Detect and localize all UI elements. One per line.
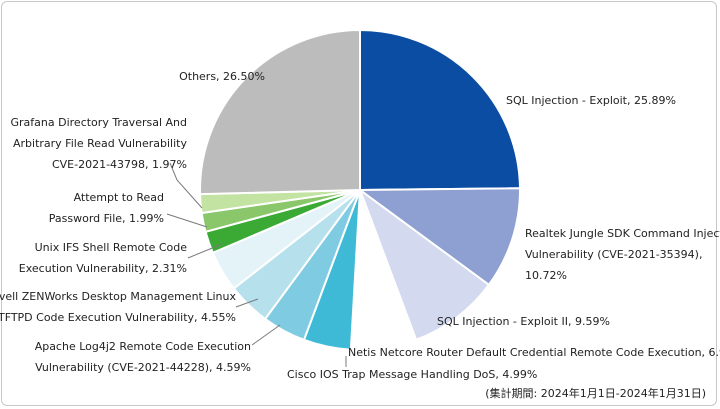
- slice-label-line: Password File, 1.99%: [49, 212, 164, 225]
- slice-label-line: Apache Log4j2 Remote Code Execution: [35, 340, 251, 353]
- slice-label-5: Cisco IOS Trap Message Handling DoS, 4.9…: [287, 368, 537, 381]
- slice-label-line: Arbitrary File Read Vulnerability: [13, 137, 188, 150]
- slice-label-line: Grafana Directory Traversal And: [11, 116, 187, 129]
- slice-label-line: 10.72%: [525, 269, 567, 282]
- leader-line-6: [251, 324, 281, 346]
- leader-line-7: [235, 298, 259, 308]
- period-note: (集計期間: 2024年1月1日-2024年1月31日): [485, 386, 706, 400]
- slice-label-7: Novell ZENWorks Desktop Management Linux…: [0, 290, 236, 324]
- leader-line-11: [169, 162, 203, 209]
- slice-label-12: Others, 26.50%: [179, 70, 265, 83]
- slice-label-6: Apache Log4j2 Remote Code Execution Vulne…: [35, 340, 251, 374]
- slice-label-line: Vulnerability (CVE-2021-44228), 4.59%: [35, 361, 251, 374]
- slice-label-2: Realtek Jungle SDK Command Injection Vuln…: [525, 227, 720, 282]
- slice-label-line: Attempt to Read: [74, 191, 164, 204]
- slice-label-line: SQL Injection - Exploit II, 9.59%: [437, 315, 610, 328]
- slice-label-line: Cisco IOS Trap Message Handling DoS, 4.9…: [287, 368, 537, 381]
- pie-slice-2: [357, 187, 521, 287]
- slice-label-10: Attempt to Read Password File, 1.99%: [49, 191, 164, 225]
- slice-label-1: SQL Injection - Exploit, 25.89%: [506, 94, 676, 107]
- pie-slice-12: [199, 28, 361, 196]
- leader-line-10: [166, 213, 208, 228]
- slice-label-line: Execution Vulnerability, 2.31%: [19, 262, 187, 275]
- slice-label-line: Netis Netcore Router Default Credential …: [348, 346, 720, 359]
- slice-label-line: Vulnerability (CVE-2021-35394),: [525, 248, 702, 261]
- pie-slice-3: [357, 187, 491, 342]
- slice-label-4: Netis Netcore Router Default Credential …: [348, 346, 720, 359]
- pie-slices: [199, 28, 522, 352]
- leader-line-9: [187, 243, 223, 259]
- slice-label-line: TFTPD Code Execution Vulnerability, 4.55…: [0, 311, 236, 324]
- slice-label-9: Unix IFS Shell Remote Code Execution Vuln…: [19, 241, 187, 275]
- slice-label-line: Realtek Jungle SDK Command Injection: [525, 227, 720, 240]
- slice-label-line: Others, 26.50%: [179, 70, 265, 83]
- slice-label-line: SQL Injection - Exploit, 25.89%: [506, 94, 676, 107]
- pie-slice-1: [359, 28, 522, 192]
- slice-labels: SQL Injection - Exploit, 25.89% Realtek J…: [0, 70, 720, 381]
- slice-label-3: SQL Injection - Exploit II, 9.59%: [437, 315, 610, 328]
- slice-label-line: CVE-2021-43798, 1.97%: [52, 158, 187, 171]
- slice-label-line: Novell ZENWorks Desktop Management Linux: [0, 290, 236, 303]
- leader-lines: [166, 162, 347, 367]
- slice-label-11: Grafana Directory Traversal And Arbitrary…: [11, 116, 188, 171]
- slice-label-line: Unix IFS Shell Remote Code: [35, 241, 188, 254]
